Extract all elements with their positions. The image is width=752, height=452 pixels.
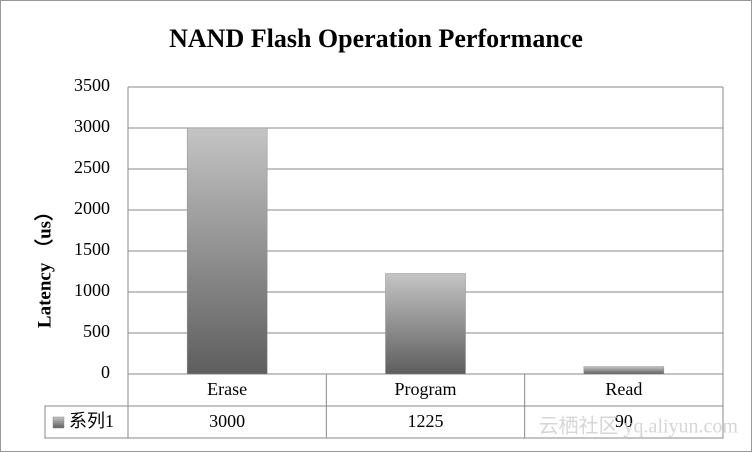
y-tick-label: 1000 (74, 280, 110, 300)
legend-swatch (52, 416, 65, 429)
data-table-value: 3000 (209, 411, 245, 431)
bar (385, 273, 466, 375)
y-tick-label: 2000 (74, 198, 110, 218)
data-table-series (44, 405, 724, 439)
legend-label: 系列1 (69, 411, 114, 431)
y-tick-label: 0 (101, 362, 110, 382)
data-table-value: 90 (615, 411, 633, 431)
y-tick-label: 3500 (74, 75, 110, 95)
y-tick-label: 2500 (74, 157, 110, 177)
y-tick-label: 3000 (74, 116, 110, 136)
y-tick-label: 500 (83, 321, 110, 341)
bar (186, 127, 268, 375)
y-tick-label: 1500 (74, 239, 110, 259)
x-tick-label: Read (605, 379, 642, 399)
bar (583, 366, 665, 375)
watermark: 云栖社区 yq.aliyun.com (539, 415, 739, 438)
y-axis-label: Latency （us） (32, 202, 55, 328)
x-tick-label: Program (395, 379, 457, 399)
x-tick-label: Erase (207, 379, 247, 399)
chart-title: NAND Flash Operation Performance (169, 24, 583, 53)
data-table-value: 1225 (408, 411, 444, 431)
